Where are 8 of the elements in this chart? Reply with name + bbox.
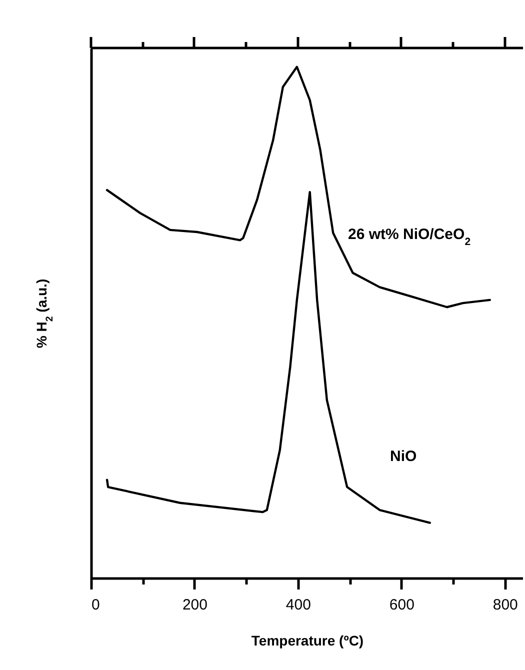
x-tick-label: 600 [389, 596, 414, 614]
x-tick-label: 0 [92, 596, 100, 614]
x-tick-label: 200 [182, 596, 208, 614]
text: NiO [390, 448, 417, 465]
x-axis-title: Temperature (ºC) [251, 632, 364, 648]
x-tick-label: 400 [286, 596, 311, 614]
series-label: 26 wt% NiO/CeO$_{2}$ [348, 226, 471, 248]
x-tick-label: 800 [492, 596, 518, 614]
